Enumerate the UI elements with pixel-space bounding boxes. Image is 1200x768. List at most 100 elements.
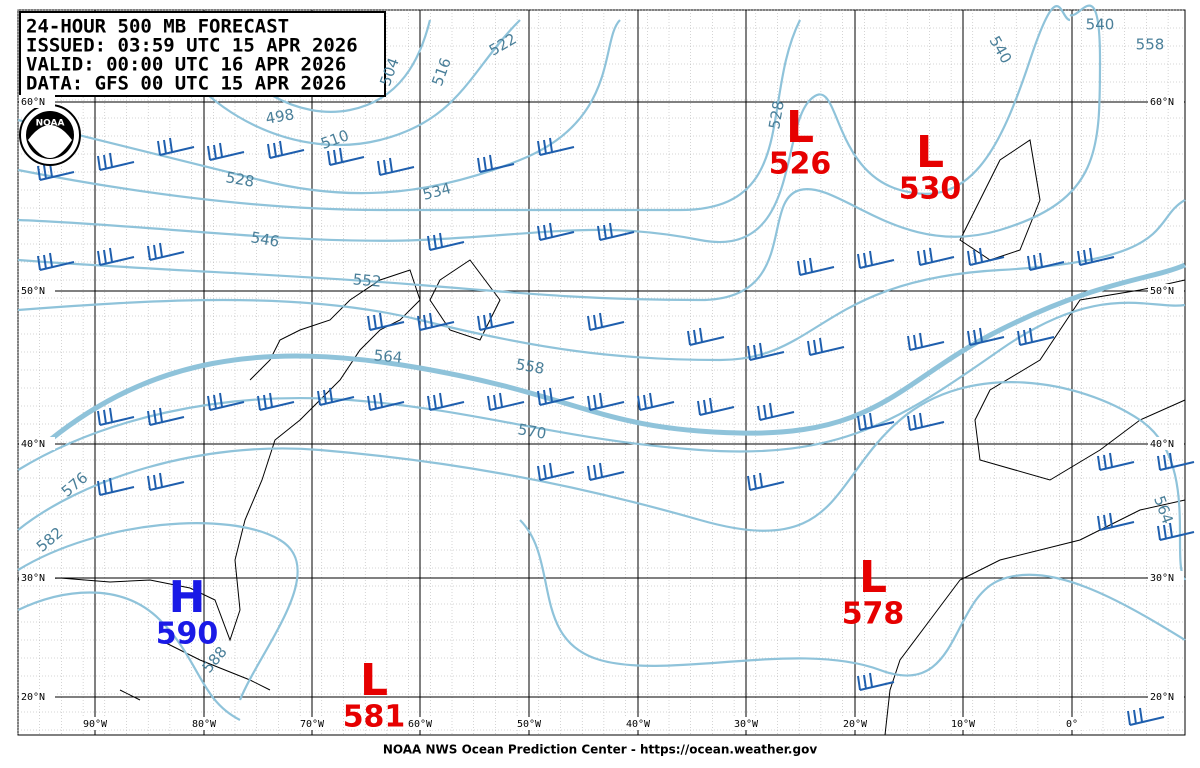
center-symbol: L <box>786 102 814 153</box>
center-symbol: L <box>859 552 887 603</box>
wind-barb <box>807 337 845 356</box>
latitude-label: 50°N <box>1150 286 1174 297</box>
center-value: 526 <box>769 147 832 182</box>
latitude-label: 60°N <box>21 97 45 108</box>
coordinate-labels: 60°N 60°N 50°N 50°N 40°N 40°N 30°N 30°N 20°N 20°N… <box>19 95 1184 730</box>
wind-barb <box>367 392 405 411</box>
center-value: 590 <box>156 617 219 652</box>
contour-label: 498 <box>264 105 295 128</box>
wind-barb <box>267 140 305 159</box>
contour <box>17 381 1186 581</box>
wind-barb <box>587 462 625 481</box>
wind-barb <box>537 137 575 156</box>
label-bg <box>19 437 55 450</box>
wind-barb <box>97 247 135 266</box>
latitude-label: 50°N <box>21 286 45 297</box>
contour <box>17 301 1186 471</box>
wind-barb <box>97 407 135 426</box>
wind-barb <box>857 672 895 691</box>
wind-barb <box>147 242 185 261</box>
center-value: 530 <box>899 172 962 207</box>
label-bg <box>622 717 654 730</box>
wind-barb <box>37 162 75 181</box>
contour-label: 546 <box>249 228 280 251</box>
wind-barb <box>797 257 835 276</box>
contour-label: 528 <box>224 168 255 191</box>
contour-label: 540 <box>1086 16 1115 34</box>
wind-barb <box>757 402 795 421</box>
longitude-label: 50°W <box>517 719 542 730</box>
wind-barb <box>597 222 635 241</box>
wind-barb <box>257 392 295 411</box>
wind-barb <box>477 312 515 331</box>
wind-barb <box>857 250 895 269</box>
wind-barb <box>747 472 785 491</box>
wind-barb <box>1097 512 1135 531</box>
map-frame <box>17 9 1186 736</box>
wind-barb <box>427 392 465 411</box>
contour <box>17 591 241 721</box>
wind-barb <box>207 392 245 411</box>
latitude-label: 60°N <box>1150 97 1174 108</box>
wind-barb <box>907 332 945 351</box>
wind-barb <box>97 477 135 496</box>
wind-barb <box>1157 522 1195 541</box>
wind-barb <box>857 412 895 431</box>
contour-label: 528 <box>765 99 788 130</box>
wind-barb <box>417 312 455 331</box>
wind-barb <box>327 147 365 166</box>
header-valid: VALID: 00:00 UTC 16 APR 2026 <box>26 54 346 76</box>
wind-barb <box>537 387 575 406</box>
contour-label: 558 <box>514 355 545 378</box>
label-bg <box>1148 690 1184 703</box>
height-contours <box>17 4 1186 721</box>
wind-barbs <box>37 137 1195 726</box>
wind-barb <box>537 462 575 481</box>
wind-barb <box>1027 252 1065 271</box>
jet-contour <box>48 262 1186 442</box>
wind-barb <box>487 392 525 411</box>
wind-barb <box>587 392 625 411</box>
label-bg <box>188 717 220 730</box>
logo-gull <box>28 125 72 158</box>
label-bg <box>839 717 871 730</box>
wind-barb <box>37 252 75 271</box>
contour <box>17 19 621 195</box>
label-bg <box>19 95 55 108</box>
wind-barb <box>207 142 245 161</box>
latitude-label: 20°N <box>1150 692 1174 703</box>
wind-barb <box>967 327 1005 346</box>
wind-barb <box>637 392 675 411</box>
longitude-label: 90°W <box>83 719 108 730</box>
wind-barb <box>1017 327 1055 346</box>
label-bg <box>19 690 55 703</box>
wind-barb <box>1097 452 1135 471</box>
contour <box>17 519 1186 701</box>
wind-barb <box>587 312 625 331</box>
coastline <box>119 639 271 701</box>
center-symbol: L <box>360 655 388 706</box>
contour <box>17 4 1102 302</box>
header-title: 24-HOUR 500 MB FORECAST <box>26 16 289 38</box>
wind-barb <box>907 412 945 431</box>
wind-barb <box>1127 707 1165 726</box>
center-value: 578 <box>842 597 905 632</box>
logo-text: NOAA <box>36 119 65 129</box>
coastline <box>884 499 1186 736</box>
latitude-label: 40°N <box>21 439 45 450</box>
contour <box>17 5 1071 244</box>
center-symbol: L <box>916 127 944 178</box>
contour-label: 564 <box>373 346 403 366</box>
label-bg <box>730 717 762 730</box>
wind-barb <box>147 472 185 491</box>
latitude-label: 20°N <box>21 692 45 703</box>
wind-barb <box>967 247 1005 266</box>
wind-barb <box>1077 247 1115 266</box>
contour-label: 558 <box>1136 36 1165 54</box>
wind-barb <box>747 342 785 361</box>
longitude-label: 70°W <box>300 719 325 730</box>
contour-label: 570 <box>516 420 547 443</box>
label-bg <box>296 717 328 730</box>
footer: NOAA NWS Ocean Prediction Center - https… <box>383 743 817 757</box>
